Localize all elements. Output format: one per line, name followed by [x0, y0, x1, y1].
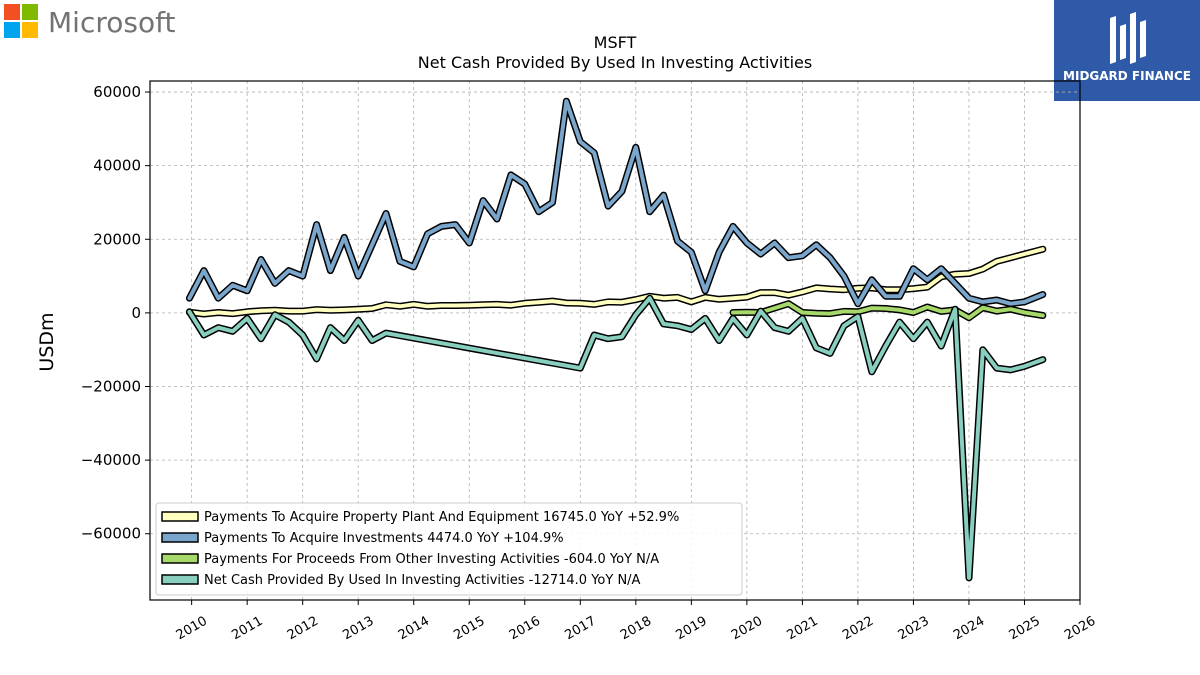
series-line-1 — [187, 247, 1045, 316]
microsoft-logo-blue-square — [4, 22, 20, 38]
series-line-outline — [185, 245, 1047, 318]
y-tick-label: −20000 — [81, 378, 141, 396]
legend-swatch — [161, 511, 199, 522]
y-tick-label: 60000 — [93, 83, 141, 101]
x-tick-label: 2025 — [1007, 614, 1043, 644]
y-tick-label: −60000 — [81, 525, 141, 543]
x-tick-label: 2021 — [785, 614, 821, 644]
legend-label: Payments To Acquire Investments 4474.0 Y… — [204, 531, 564, 546]
x-tick-label: 2026 — [1062, 614, 1098, 644]
x-tick-label: 2011 — [229, 614, 265, 644]
microsoft-logo-green-square — [22, 4, 38, 20]
x-tick-label: 2020 — [729, 614, 765, 644]
chart-subtitle: Net Cash Provided By Used In Investing A… — [418, 53, 812, 72]
legend-label: Payments For Proceeds From Other Investi… — [204, 552, 659, 567]
legend-swatch — [161, 553, 199, 564]
x-tick-label: 2022 — [840, 614, 876, 644]
x-tick-label: 2012 — [285, 614, 321, 644]
legend-label: Payments To Acquire Property Plant And E… — [204, 510, 679, 525]
x-tick-label: 2023 — [896, 614, 932, 644]
microsoft-wordmark: Microsoft — [48, 6, 175, 39]
series-line-4 — [187, 296, 1045, 580]
chart-title: MSFT — [594, 33, 637, 52]
x-tick-label: 2018 — [618, 614, 654, 644]
x-axis-ticks: 2010 2011 2012 2013 2014 2015 2016 2017 2018 2019… — [174, 600, 1098, 644]
x-tick-label: 2016 — [507, 614, 543, 644]
x-tick-label: 2024 — [951, 614, 987, 644]
midgard-finance-wordmark: MIDGARD FINANCE — [1063, 69, 1191, 83]
x-tick-label: 2013 — [340, 614, 376, 644]
series-line-2 — [187, 99, 1045, 306]
y-tick-label: −40000 — [81, 451, 141, 469]
series-line-3 — [731, 301, 1045, 320]
x-tick-label: 2017 — [562, 614, 598, 644]
microsoft-logo-yellow-square — [22, 22, 38, 38]
legend-label: Net Cash Provided By Used In Investing A… — [204, 573, 641, 588]
midgard-finance-emblem-icon: MIDGARD FINANCE — [1063, 12, 1191, 83]
midgard-finance-logo: MIDGARD FINANCE — [1054, 0, 1200, 101]
series-line-outline — [185, 97, 1047, 308]
x-tick-label: 2010 — [174, 614, 210, 644]
microsoft-logo-red-square — [4, 4, 20, 20]
x-tick-label: 2015 — [451, 614, 487, 644]
chart-legend: Payments To Acquire Property Plant And E… — [155, 502, 743, 596]
chart-series — [185, 97, 1047, 582]
microsoft-logo: Microsoft — [4, 4, 175, 39]
y-axis-label: USDm — [36, 312, 58, 371]
y-tick-label: 0 — [131, 304, 141, 322]
plot-frame — [149, 80, 1081, 601]
legend-box — [155, 502, 743, 596]
legend-swatch — [161, 532, 199, 543]
x-tick-label: 2019 — [674, 614, 710, 644]
y-tick-label: 20000 — [93, 230, 141, 248]
y-axis-ticks: 60000 40000 20000 0 −20000 −40000 −60000 — [81, 83, 150, 543]
y-tick-label: 40000 — [93, 157, 141, 175]
x-tick-label: 2014 — [396, 614, 432, 644]
legend-swatch — [161, 574, 199, 585]
